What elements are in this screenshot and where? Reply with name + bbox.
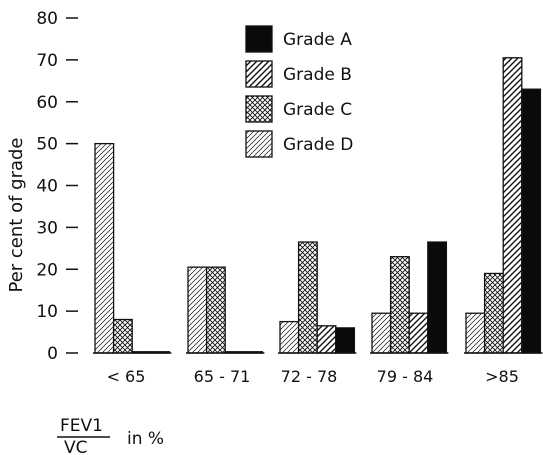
bar-grade-b <box>316 325 337 354</box>
y-tick-label: 50 <box>36 135 58 155</box>
bar-grade-c <box>205 266 226 354</box>
bar-grade-a <box>335 327 356 354</box>
y-tick-label: 70 <box>36 51 58 71</box>
x-category-label: 79 - 84 <box>377 367 434 386</box>
x-category-label: 65 - 71 <box>194 367 251 386</box>
legend-label-grade-d: Grade D <box>283 135 353 155</box>
x-category-label: 72 - 78 <box>281 367 338 386</box>
y-tick-label: 0 <box>47 344 58 364</box>
x-axis-label-suffix: in % <box>127 429 164 449</box>
bar-grade-b <box>502 57 523 354</box>
legend-swatch-grade-c <box>245 95 273 123</box>
bar-grade-b <box>408 312 429 354</box>
legend-swatch-grade-b <box>245 60 273 88</box>
bar-grade-c <box>112 318 133 354</box>
bar-grade-a <box>521 88 542 354</box>
bar-grade-c <box>483 272 504 354</box>
legend-swatch-grade-d <box>245 130 273 158</box>
x-axis-label-denominator: VC <box>64 438 88 455</box>
x-axis-label: FEV1 VC in % <box>57 416 164 455</box>
y-axis: 0 10 20 30 40 50 60 70 80 <box>36 9 78 364</box>
y-tick-label: 20 <box>36 260 58 280</box>
bars <box>94 57 542 354</box>
bar-grade-c <box>389 256 410 354</box>
bar-grade-a <box>427 241 448 354</box>
bar-grade-d <box>187 266 208 354</box>
bar-grade-d <box>279 320 300 354</box>
legend-label-grade-c: Grade C <box>283 100 352 120</box>
bar-grade-c <box>297 241 318 354</box>
x-category-label: >85 <box>485 367 519 386</box>
x-category-label: < 65 <box>107 367 146 386</box>
x-axis-label-numerator: FEV1 <box>60 416 103 436</box>
bar-grade-d <box>94 142 115 354</box>
category-labels: < 65 65 - 71 72 - 78 79 - 84 >85 <box>93 352 543 386</box>
y-tick-label: 80 <box>36 9 58 29</box>
y-tick-label: 60 <box>36 93 58 113</box>
bar-grade-d <box>371 312 392 354</box>
legend-swatch-grade-a <box>245 25 273 53</box>
legend-label-grade-a: Grade A <box>283 30 352 50</box>
legend-label-grade-b: Grade B <box>283 65 352 85</box>
y-axis-label: Per cent of grade <box>6 138 27 293</box>
y-tick-label: 10 <box>36 302 58 322</box>
bar-grade-d <box>465 312 486 354</box>
y-tick-label: 40 <box>36 177 58 197</box>
legend: Grade A Grade B Grade C Grade D <box>245 25 353 158</box>
y-tick-label: 30 <box>36 218 58 238</box>
